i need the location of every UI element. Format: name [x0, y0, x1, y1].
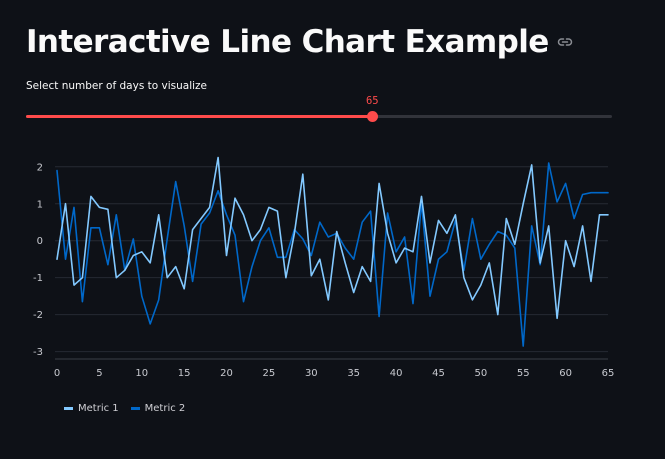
legend-label-metric-2: Metric 2 — [144, 403, 186, 414]
x-tick-label: 5 — [96, 368, 102, 379]
chart-legend: Metric 1 Metric 2 — [64, 403, 197, 414]
x-tick-label: 60 — [559, 368, 572, 379]
legend-swatch-metric-1 — [64, 407, 73, 410]
x-tick-label: 15 — [178, 368, 191, 379]
line-chart[interactable]: 2 1 0 -1 -2 -3 0 5 10 15 20 25 30 35 40 45 50 55 60 65 — [0, 140, 665, 440]
title-row: Interactive Line Chart Example — [26, 20, 573, 64]
x-tick-label: 40 — [390, 368, 403, 379]
y-tick-label: 1 — [37, 199, 43, 210]
x-tick-label: 20 — [220, 368, 233, 379]
y-tick-label: -2 — [33, 310, 43, 321]
x-tick-label: 10 — [135, 368, 148, 379]
slider-thumb[interactable] — [366, 111, 378, 122]
slider-label: Select number of days to visualize — [26, 80, 208, 92]
x-tick-label: 65 — [602, 368, 615, 379]
x-tick-label: 35 — [347, 368, 360, 379]
slider-value: 65 — [365, 95, 379, 107]
x-tick-label: 25 — [263, 368, 276, 379]
x-tick-label: 45 — [432, 368, 445, 379]
y-tick-label: -1 — [33, 273, 43, 284]
slider-fill — [26, 115, 373, 118]
y-tick-label: 0 — [37, 236, 43, 247]
series-line-metric-1 — [56, 156, 609, 320]
legend-label-metric-1: Metric 1 — [78, 403, 119, 414]
page-title: Interactive Line Chart Example — [26, 24, 549, 60]
days-slider[interactable]: 65 — [26, 94, 612, 128]
link-icon[interactable] — [557, 34, 573, 50]
x-tick-label: 0 — [54, 368, 60, 379]
legend-swatch-metric-2 — [130, 407, 140, 410]
x-tick-label: 50 — [474, 368, 487, 379]
y-tick-label: -3 — [33, 347, 43, 358]
x-tick-label: 30 — [305, 368, 318, 379]
series-line-metric-2 — [56, 162, 609, 347]
x-tick-label: 55 — [517, 368, 530, 379]
legend-item-metric-1[interactable]: Metric 1 — [64, 403, 119, 414]
y-tick-label: 2 — [37, 162, 43, 173]
line-chart-svg[interactable]: 210-1-2-30 5 10 15 20 25 30 35 40 45 50 55 60 65 — [0, 140, 665, 400]
legend-item-metric-2[interactable]: Metric 2 — [130, 403, 186, 414]
